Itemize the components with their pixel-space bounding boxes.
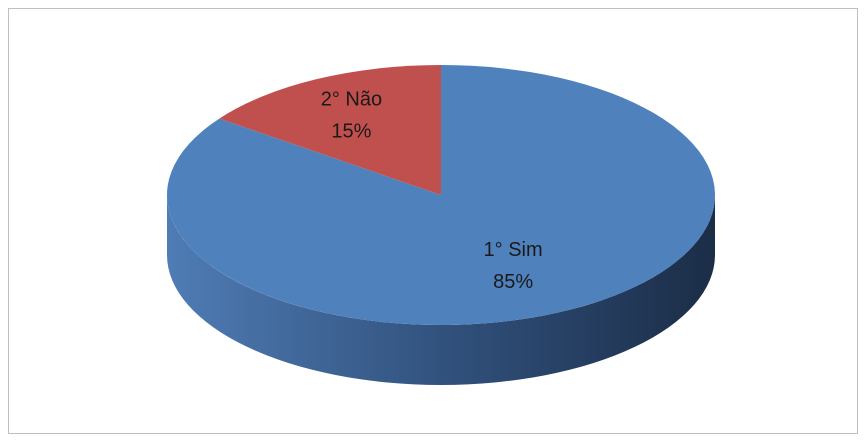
pie-side-1-sim xyxy=(167,195,715,385)
pie-slice-1-sim xyxy=(167,65,716,325)
pie-label-value-2-nao: 15% xyxy=(331,121,371,143)
pie-label-name-2-nao: 2° Não xyxy=(321,89,382,111)
pie-slice-2-nao xyxy=(219,65,441,195)
pie-label-value-1-sim: 85% xyxy=(493,271,533,293)
pie-label-name-1-sim: 1° Sim xyxy=(484,239,543,261)
